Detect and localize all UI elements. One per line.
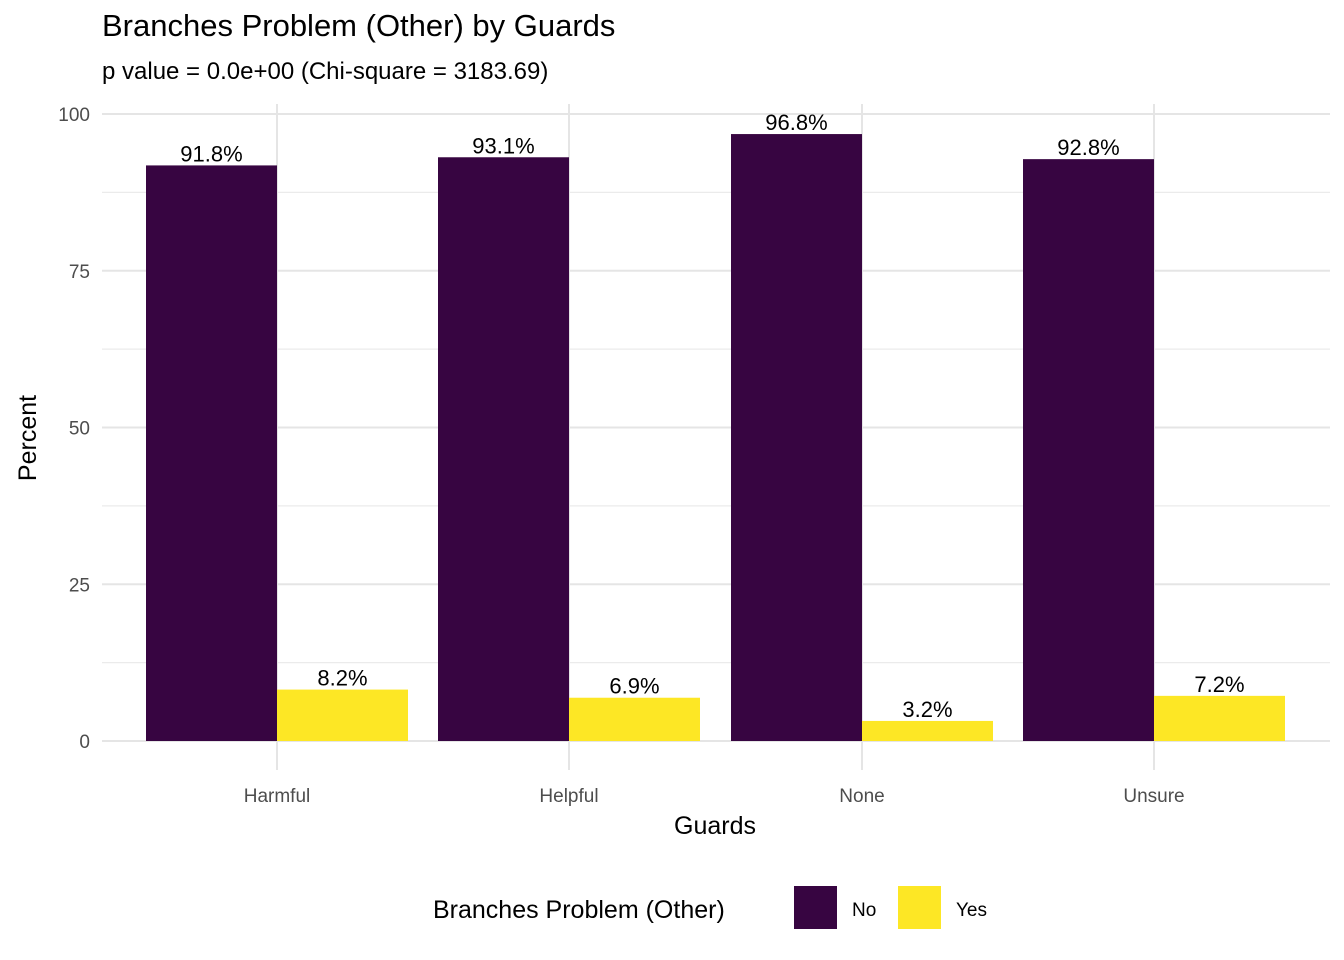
- data-label: 8.2%: [317, 666, 367, 691]
- chart-subtitle: p value = 0.0e+00 (Chi-square = 3183.69): [102, 58, 549, 85]
- bar-no-harmful: [146, 165, 277, 741]
- chart-title: Branches Problem (Other) by Guards: [102, 8, 616, 43]
- y-tick-label: 100: [58, 105, 90, 126]
- data-label: 96.8%: [765, 110, 827, 135]
- bar-no-helpful: [438, 157, 569, 741]
- x-tick-label: Helpful: [539, 786, 598, 807]
- legend-key-no: [794, 886, 837, 929]
- bars-layer: [146, 134, 1285, 742]
- data-label: 92.8%: [1057, 135, 1119, 160]
- bar-yes-none: [862, 720, 993, 741]
- bar-no-none: [731, 134, 862, 742]
- legend-key-yes: [898, 886, 941, 929]
- bar-yes-helpful: [569, 697, 700, 741]
- legend-label-no: No: [852, 900, 876, 921]
- bar-no-unsure: [1023, 159, 1154, 742]
- data-label: 6.9%: [609, 674, 659, 699]
- legend: Branches Problem (Other) No Yes: [433, 886, 987, 929]
- y-tick-label: 75: [69, 262, 90, 283]
- y-axis-title: Percent: [14, 395, 42, 481]
- x-tick-label: Unsure: [1123, 786, 1184, 807]
- axis-layer: 0 25 50 75 100 Harmful Helpful None Unsure: [58, 105, 1184, 807]
- data-label: 7.2%: [1194, 672, 1244, 697]
- y-tick-label: 25: [69, 575, 90, 596]
- data-label: 91.8%: [180, 141, 242, 166]
- x-axis-title: Guards: [674, 812, 756, 840]
- legend-label-yes: Yes: [956, 900, 987, 921]
- data-label: 93.1%: [472, 133, 534, 158]
- y-tick-label: 0: [79, 732, 90, 753]
- legend-title: Branches Problem (Other): [433, 896, 725, 924]
- bar-yes-unsure: [1154, 695, 1285, 741]
- data-labels-layer: 91.8% 93.1% 96.8% 92.8% 8.2% 6.9% 3.2% 7.2%: [180, 110, 1244, 722]
- x-tick-label: Harmful: [244, 786, 311, 807]
- x-tick-label: None: [839, 786, 884, 807]
- y-tick-label: 50: [69, 419, 90, 440]
- data-label: 3.2%: [902, 697, 952, 722]
- bar-yes-harmful: [277, 689, 408, 741]
